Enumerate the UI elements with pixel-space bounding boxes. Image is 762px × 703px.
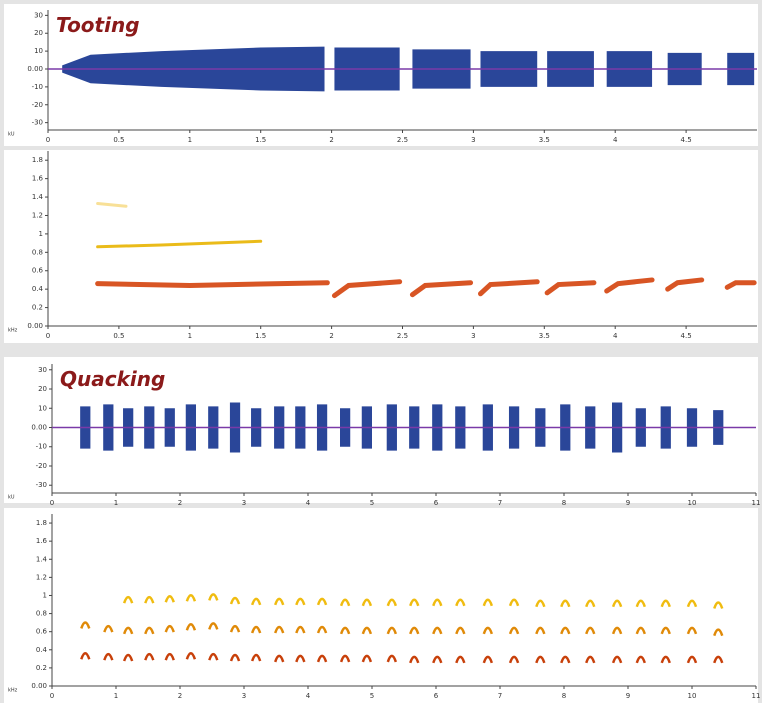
x-tick-label: 2 <box>329 332 333 340</box>
y-tick-label: 30 <box>34 11 43 19</box>
y-tick-label: -30 <box>32 119 43 127</box>
y-tick-label: 1.8 <box>36 519 47 527</box>
x-tick-label: 2.5 <box>397 332 408 340</box>
x-tick-label: 1 <box>188 136 192 144</box>
x-tick-label: 3.5 <box>539 136 550 144</box>
x-tick-label: 2 <box>178 499 182 507</box>
x-tick-label: 4 <box>613 332 618 340</box>
y-axis-unit: kU <box>8 132 15 138</box>
y-tick-label: 1.2 <box>36 573 47 581</box>
y-tick-label: 1.8 <box>32 156 43 164</box>
x-tick-label: 9 <box>626 692 630 700</box>
x-tick-label: 4.5 <box>681 136 692 144</box>
x-tick-label: 5 <box>370 692 374 700</box>
y-tick-label: 1.6 <box>36 537 48 545</box>
y-tick-label: 1 <box>43 591 47 599</box>
y-tick-label: -20 <box>36 462 47 470</box>
x-tick-label: 3 <box>242 499 246 507</box>
x-tick-label: 11 <box>752 692 761 700</box>
y-tick-label: -10 <box>36 443 47 451</box>
y-tick-label: 1.4 <box>32 193 44 201</box>
y-tick-label: 0.2 <box>36 664 47 672</box>
figure: 3020100.00-10-20-3000.511.522.533.544.5k… <box>0 0 762 703</box>
x-tick-label: 4 <box>613 136 618 144</box>
x-tick-label: 4.5 <box>681 332 692 340</box>
y-tick-label: 0.8 <box>32 248 43 256</box>
y-tick-label: 1 <box>39 230 43 238</box>
y-tick-label: -30 <box>36 481 47 489</box>
y-tick-label: 10 <box>38 404 47 412</box>
x-tick-label: 10 <box>688 499 697 507</box>
x-tick-label: 7 <box>498 499 502 507</box>
y-tick-label: -20 <box>32 101 43 109</box>
y-tick-label: 0.2 <box>32 304 43 312</box>
x-tick-label: 2 <box>178 692 182 700</box>
x-tick-label: 11 <box>752 499 761 507</box>
x-tick-label: 0 <box>50 499 54 507</box>
x-tick-label: 1 <box>114 692 118 700</box>
y-tick-label: 1.4 <box>36 555 48 563</box>
x-tick-label: 3 <box>471 332 475 340</box>
y-tick-label: 0.00 <box>27 322 43 330</box>
y-tick-label: 1.6 <box>32 175 44 183</box>
y-tick-label: 20 <box>34 29 43 37</box>
x-tick-label: 0.5 <box>113 136 124 144</box>
x-tick-label: 5 <box>370 499 374 507</box>
x-tick-label: 9 <box>626 499 630 507</box>
y-axis-unit: kU <box>8 495 15 501</box>
y-tick-label: 0.00 <box>31 682 47 690</box>
x-tick-label: 8 <box>562 499 566 507</box>
x-tick-label: 2 <box>329 136 333 144</box>
x-tick-label: 4 <box>306 499 311 507</box>
y-tick-label: 1.2 <box>32 211 43 219</box>
y-tick-label: 0.6 <box>32 267 44 275</box>
y-axis-unit: kHz <box>8 688 18 694</box>
panel-title: Quacking <box>60 367 165 391</box>
x-tick-label: 1.5 <box>255 136 266 144</box>
y-tick-label: 30 <box>38 366 47 374</box>
x-tick-label: 2.5 <box>397 136 408 144</box>
x-tick-label: 6 <box>434 692 439 700</box>
x-tick-label: 3 <box>471 136 475 144</box>
y-tick-label: -10 <box>32 83 43 91</box>
x-tick-label: 6 <box>434 499 439 507</box>
panel-title: Tooting <box>56 13 140 37</box>
x-tick-label: 0 <box>50 692 54 700</box>
x-tick-label: 0 <box>46 136 50 144</box>
y-tick-label: 0.4 <box>36 646 48 654</box>
y-tick-label: 0.6 <box>36 628 48 636</box>
y-tick-label: 0.8 <box>36 610 47 618</box>
y-tick-label: 0.4 <box>32 285 44 293</box>
x-tick-label: 7 <box>498 692 502 700</box>
x-tick-label: 4 <box>306 692 311 700</box>
y-tick-label: 0.00 <box>27 65 43 73</box>
x-tick-label: 1 <box>188 332 192 340</box>
x-tick-label: 10 <box>688 692 697 700</box>
x-tick-label: 8 <box>562 692 566 700</box>
x-tick-label: 0.5 <box>113 332 124 340</box>
x-tick-label: 1 <box>114 499 118 507</box>
y-axis-unit: kHz <box>8 328 18 334</box>
x-tick-label: 0 <box>46 332 50 340</box>
y-tick-label: 10 <box>34 47 43 55</box>
y-tick-label: 0.00 <box>31 424 47 432</box>
x-tick-label: 3 <box>242 692 246 700</box>
x-tick-label: 1.5 <box>255 332 266 340</box>
x-tick-label: 3.5 <box>539 332 550 340</box>
y-tick-label: 20 <box>38 385 47 393</box>
